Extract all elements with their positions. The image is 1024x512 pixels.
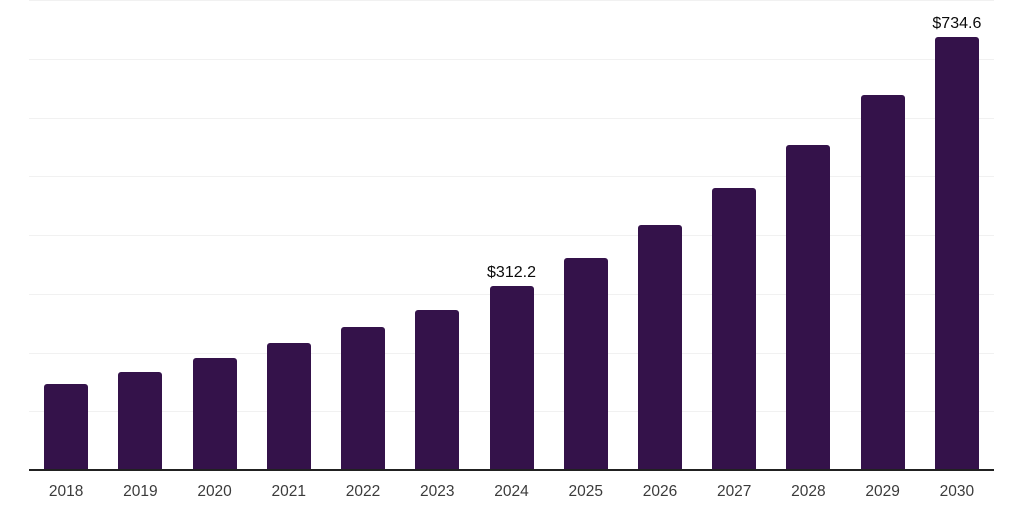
- bar-2018: [44, 384, 89, 469]
- bar-2019: [118, 372, 163, 469]
- x-tick-2021: 2021: [271, 483, 307, 500]
- bar-2025: [563, 257, 608, 469]
- x-tick-2024: 2024: [494, 483, 529, 500]
- bar-2028: [786, 144, 831, 469]
- bar-2030: [934, 37, 979, 469]
- x-tick-2020: 2020: [197, 483, 232, 500]
- x-tick-2022: 2022: [345, 483, 381, 500]
- x-axis-line: [29, 469, 994, 471]
- x-tick-2023: 2023: [420, 483, 455, 500]
- x-tick-2025: 2025: [568, 483, 603, 500]
- bar-2020: [192, 358, 237, 469]
- x-tick-2028: 2028: [791, 483, 826, 500]
- bar-2021: [266, 343, 311, 469]
- x-tick-2027: 2027: [716, 483, 752, 500]
- plot-area: $312.2 $734.6: [29, 0, 994, 471]
- gridline-800: [29, 0, 994, 1]
- x-tick-2026: 2026: [642, 483, 678, 500]
- x-tick-2029: 2029: [865, 483, 900, 500]
- bar-2023: [415, 310, 460, 469]
- gridline-400: [29, 235, 994, 236]
- bar-2027: [712, 187, 757, 469]
- value-label-2024: $312.2: [487, 263, 536, 281]
- x-axis-tick-labels: 2018 2019 2020 2021 2022 2023 2024 2025 2026 2027…: [29, 470, 994, 512]
- bar-2024: [489, 285, 534, 469]
- x-tick-2030: 2030: [939, 483, 975, 500]
- gridline-500: [29, 176, 994, 178]
- gridline-600: [29, 117, 994, 119]
- bar-2026: [637, 225, 682, 469]
- x-tick-2018: 2018: [48, 483, 84, 500]
- bar-2022: [341, 327, 386, 469]
- bar-2029: [860, 95, 905, 469]
- gridline-700: [29, 58, 994, 60]
- value-label-2030: $734.6: [932, 15, 982, 33]
- x-tick-2019: 2019: [123, 483, 158, 500]
